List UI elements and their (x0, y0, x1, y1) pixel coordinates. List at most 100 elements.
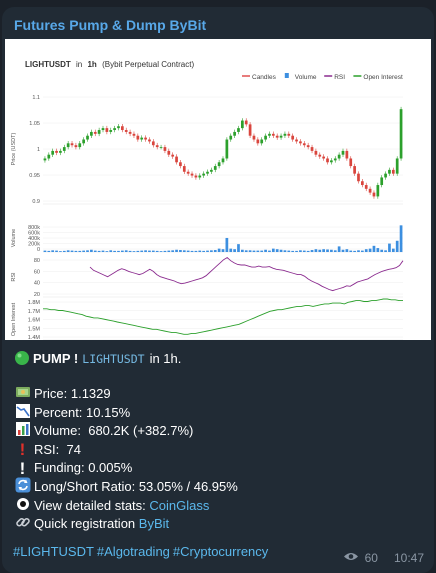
volume-bar (364, 249, 368, 252)
candle (318, 154, 322, 157)
candle (256, 139, 260, 144)
candle (186, 171, 190, 174)
volume-bar (101, 250, 105, 252)
volume-bar (252, 250, 256, 252)
volume-bar (271, 248, 275, 252)
volume-bar (167, 250, 171, 252)
volume-bar (256, 250, 260, 252)
y-tick-label: 1 (37, 147, 40, 153)
bybit-link[interactable]: ByBit (138, 516, 170, 532)
channel-name[interactable]: Futures Pump & Dump ByBit (14, 17, 207, 33)
candle (364, 185, 368, 189)
volume-bar (237, 244, 240, 252)
ticker-code[interactable]: LIGHTUSDT (82, 352, 145, 367)
reg-label: Quick registration (34, 516, 136, 532)
volume-bar (287, 250, 291, 252)
white-exclamation-icon: ! (19, 458, 26, 478)
hashtag[interactable]: #Cryptocurrency (172, 544, 269, 559)
y-tick-label: 200k (28, 242, 40, 248)
legend-label: Open Interest (363, 74, 403, 81)
hashtags: #LIGHTUSDT #Algotrading #Cryptocurrency (13, 544, 271, 559)
candle (368, 188, 372, 193)
y-tick-label: 1.7M (28, 309, 41, 315)
chart-title-in: in (76, 60, 82, 69)
eye-icon (343, 551, 359, 565)
hashtag[interactable]: #LIGHTUSDT (13, 544, 94, 559)
candle (66, 143, 70, 148)
chart-image[interactable]: LIGHTUSDT in 1h (Bybit Perpetual Contrac… (5, 39, 431, 340)
volume-bar (368, 248, 372, 252)
volume-bar (198, 250, 202, 252)
volume-bar (97, 250, 101, 252)
volume-bar (353, 250, 356, 252)
volume-bar (361, 250, 364, 252)
price-value: 1.1329 (70, 386, 111, 401)
volume-bar (128, 250, 132, 252)
volume-bar (43, 250, 47, 252)
volume-bar (330, 249, 333, 252)
volume-bar (391, 248, 395, 252)
candle (314, 150, 318, 155)
candle (62, 147, 66, 151)
candle (217, 162, 221, 167)
volume-bar (299, 250, 302, 252)
price-label: Price: (34, 386, 68, 401)
candle (198, 175, 202, 178)
candle (395, 158, 399, 174)
y-tick-label: 0.95 (29, 173, 40, 179)
candle (233, 131, 236, 136)
legend-label: Volume (295, 74, 317, 81)
volume-bar (217, 248, 221, 252)
volume-bar (55, 250, 58, 252)
message-time: 10:47 (393, 551, 424, 565)
hashtag[interactable]: #Algotrading (96, 544, 170, 559)
volume-bar (132, 251, 136, 252)
candle (148, 139, 151, 142)
volume-bar (314, 249, 318, 252)
volume-bar (357, 250, 360, 252)
candle (171, 154, 175, 157)
candle (167, 150, 171, 155)
candle (140, 137, 144, 140)
volume-bar (376, 248, 380, 252)
candle (70, 143, 74, 146)
coinglass-link[interactable]: CoinGlass (149, 497, 210, 513)
volume-bar (202, 250, 205, 252)
stats-line: View detailed stats: CoinGlass (13, 497, 425, 516)
candle (213, 166, 217, 170)
chart-title-interval: 1h (87, 60, 96, 69)
candle (155, 145, 159, 148)
message-meta: 60 10:47 (343, 551, 424, 565)
candle (399, 109, 403, 159)
volume-bar (345, 249, 349, 252)
candle (322, 156, 325, 159)
y-axis-label: Price (USDT) (11, 132, 17, 165)
candle (248, 124, 252, 136)
candle (74, 145, 78, 148)
volume-bar (233, 249, 236, 252)
volume-bar (395, 240, 399, 252)
volume-bar (74, 250, 78, 252)
volume-bar (190, 250, 194, 252)
volume-bar (140, 250, 144, 252)
volume-bar (117, 250, 120, 252)
candle (206, 171, 209, 174)
volume-bar (105, 251, 109, 252)
candle (337, 154, 341, 159)
candle (341, 150, 345, 155)
volume-bar (384, 250, 387, 252)
volume-bar (51, 250, 55, 252)
chart-svg: LIGHTUSDT in 1h (Bybit Perpetual Contrac… (11, 60, 404, 340)
legend-swatch (284, 73, 289, 78)
candle (128, 131, 132, 134)
volume-bar (221, 249, 225, 252)
volume-bar (264, 249, 267, 252)
volume-value: 680.2K (+382.7%) (88, 423, 194, 439)
candle (299, 141, 302, 144)
candle (268, 133, 271, 136)
candle (78, 143, 82, 148)
candle (291, 135, 295, 140)
legend-label: RSI (334, 74, 345, 81)
candle (93, 131, 97, 134)
